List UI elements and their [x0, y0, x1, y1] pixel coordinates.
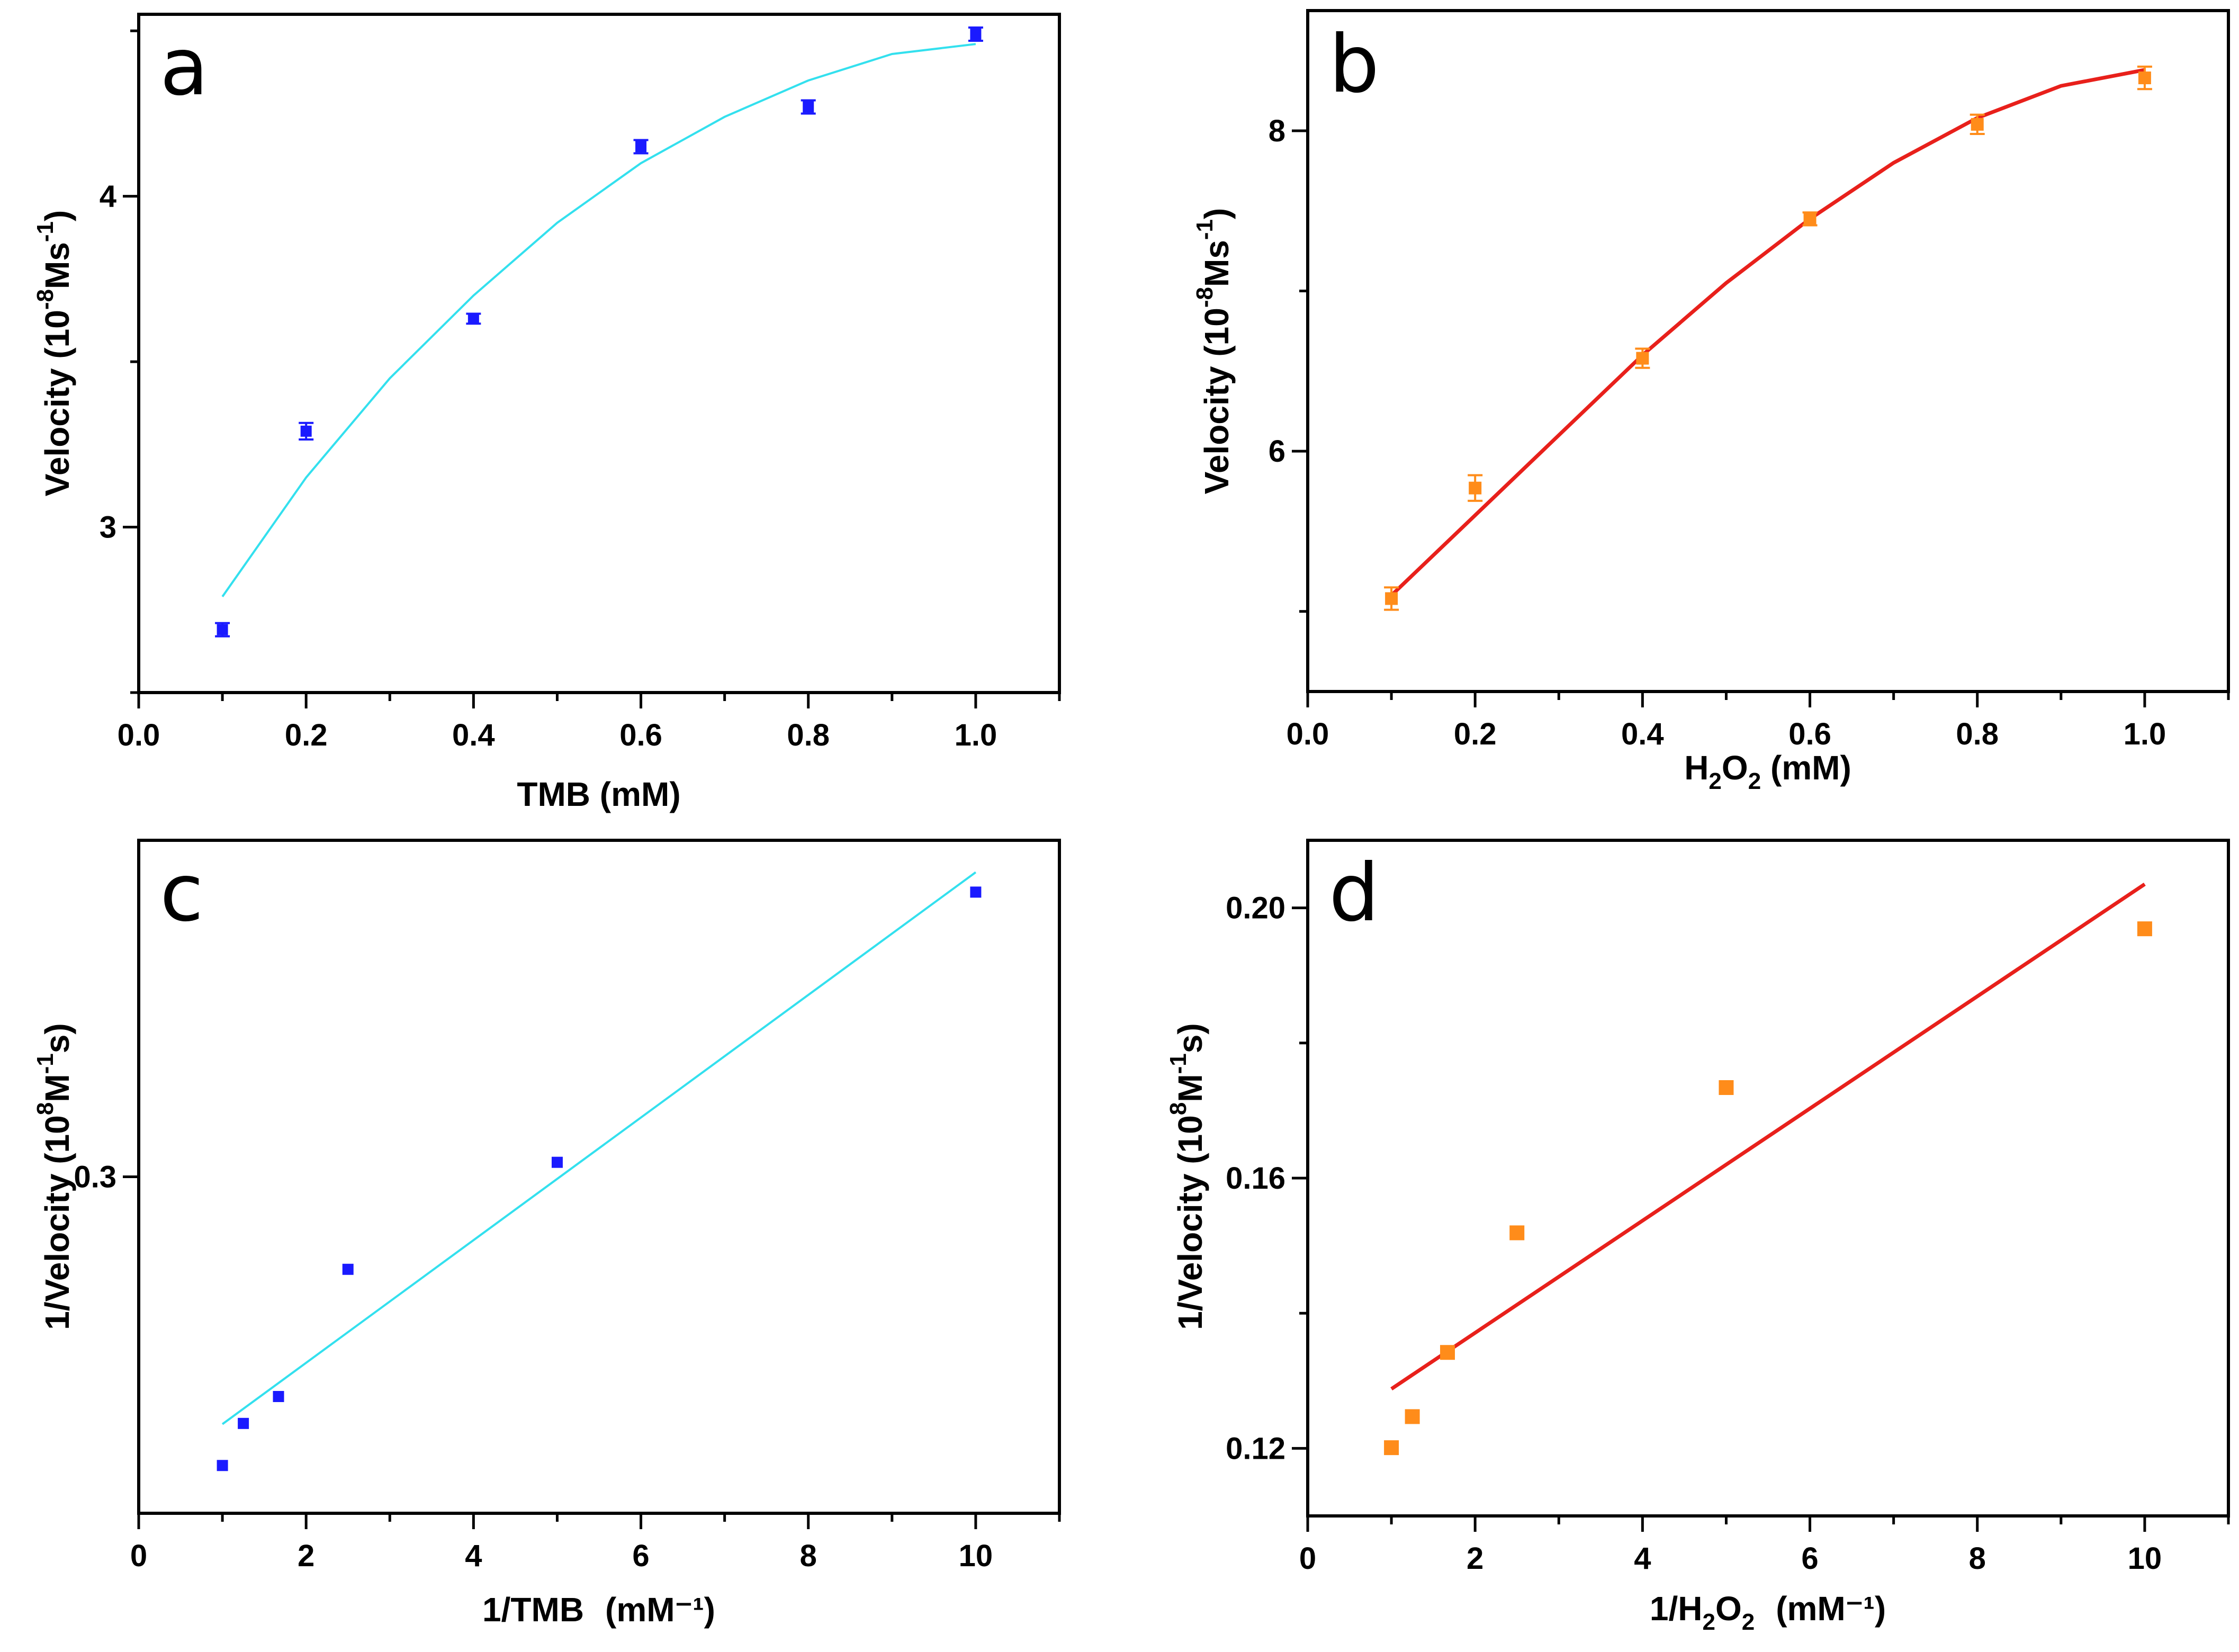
data-point [300, 425, 312, 437]
data-point [238, 1417, 249, 1429]
x-tick-label: 0.6 [619, 718, 662, 752]
x-tick-label: 6 [1801, 1541, 1818, 1576]
x-tick-label: 0.4 [1621, 717, 1664, 751]
x-tick-label: 0.2 [1454, 717, 1497, 751]
x-tick-label: 4 [465, 1539, 482, 1573]
x-tick-label: 0.2 [285, 718, 328, 752]
data-point [217, 624, 228, 635]
data-point [1803, 212, 1817, 226]
data-point [273, 1390, 284, 1402]
data-point [803, 101, 814, 113]
data-point [635, 141, 647, 152]
panel-label: a [160, 21, 209, 113]
data-point [1971, 118, 1984, 131]
chart-panel-c: c 1/TMB (mM⁻¹) 1/Velocity (108M-1s) 0 2 4 6 8… [32, 839, 1061, 1629]
x-tick-label: 1.0 [955, 718, 997, 752]
plot-frame [1306, 9, 2230, 693]
data-point [1636, 352, 1649, 365]
data-point [551, 1156, 563, 1168]
y-tick-label: 6 [1269, 434, 1285, 469]
x-tick-label: 6 [632, 1539, 649, 1573]
x-axis-title: H2O2 (mM) [1684, 749, 1851, 794]
panel-label: d [1329, 847, 1379, 939]
data-point [1405, 1409, 1420, 1424]
plot-frame [1306, 839, 2230, 1518]
data-point [1440, 1345, 1455, 1360]
x-tick-label: 2 [298, 1539, 314, 1573]
x-tick-label: 0.8 [787, 718, 830, 752]
y-tick-label: 3 [100, 510, 116, 545]
y-axis-title: 1/Velocity (108M-1s) [32, 1023, 76, 1330]
y-tick-label: 8 [1269, 114, 1285, 148]
x-tick-label: 0.0 [1287, 717, 1329, 751]
data-point [1384, 1440, 1399, 1456]
x-tick-label: 0.8 [1956, 717, 1999, 751]
chart-panel-b: b H2O2 (mM) Velocity (10-8Ms-1) 0.0 0.2 0.… [1192, 9, 2230, 794]
fit-line [1390, 882, 2146, 1391]
y-tick-label: 0.12 [1226, 1431, 1285, 1466]
x-tick-label: 0.0 [118, 718, 160, 752]
x-tick-label: 10 [959, 1539, 993, 1573]
data-point [342, 1263, 354, 1275]
x-tick-label: 0 [1299, 1541, 1316, 1576]
y-tick-label: 0.3 [74, 1160, 116, 1195]
y-axis-title: Velocity (10-8Ms-1) [32, 210, 76, 497]
chart-panel-a: a TMB (mM) Velocity (10-8Ms-1) 0.0 0.2 0.4… [32, 13, 1061, 813]
y-tick-label: 0.16 [1226, 1161, 1285, 1196]
x-tick-label: 0 [130, 1539, 147, 1573]
x-tick-label: 0.6 [1788, 717, 1831, 751]
chart-panel-d: d 1/H2O2 (mM⁻¹) 1/Velocity (108M-1s) 0 2 4 6… [1165, 839, 2230, 1635]
x-axis-title: TMB (mM) [517, 775, 680, 813]
y-axis-title: Velocity (10-8Ms-1) [1192, 208, 1236, 495]
data-point [970, 886, 982, 898]
data-point [1509, 1225, 1525, 1241]
data-point [467, 313, 479, 325]
data-point [1385, 592, 1398, 605]
data-point [2137, 921, 2152, 937]
panel-label: c [160, 847, 203, 939]
x-tick-label: 0.4 [452, 718, 495, 752]
y-axis-title: 1/Velocity (108M-1s) [1165, 1023, 1209, 1330]
plot-frame [137, 13, 1061, 694]
fit-line [1390, 68, 2145, 597]
x-tick-label: 10 [2128, 1541, 2162, 1576]
data-point [1719, 1080, 1734, 1096]
data-point [2138, 71, 2151, 85]
x-tick-label: 2 [1467, 1541, 1483, 1576]
fit-line [221, 871, 977, 1425]
data-point [970, 28, 982, 40]
x-axis-title: 1/TMB (mM⁻¹) [482, 1591, 715, 1629]
x-tick-label: 8 [800, 1539, 817, 1573]
y-tick-label: 0.20 [1226, 891, 1285, 926]
x-tick-label: 1.0 [2124, 717, 2166, 751]
data-point [217, 1460, 228, 1471]
x-tick-label: 8 [1969, 1541, 1986, 1576]
y-tick-label: 4 [100, 179, 116, 214]
panel-label: b [1329, 19, 1379, 111]
x-axis-title: 1/H2O2 (mM⁻¹) [1650, 1590, 1886, 1635]
x-tick-label: 4 [1634, 1541, 1651, 1576]
plot-frame [137, 839, 1061, 1515]
fit-line [221, 43, 976, 597]
data-point [1469, 481, 1482, 495]
